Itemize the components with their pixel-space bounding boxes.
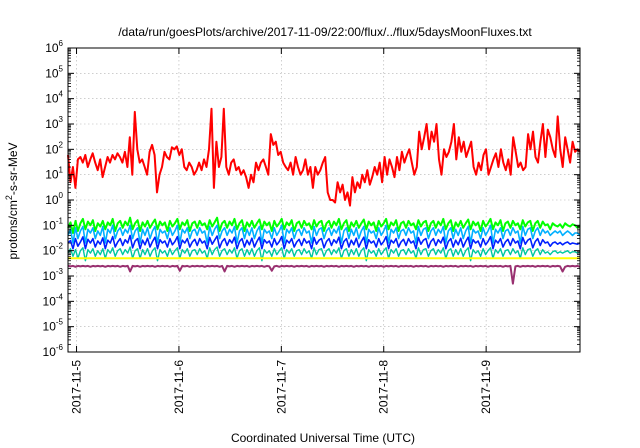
y-tick-exponent: -2 — [56, 242, 64, 251]
y-tick-label: 105 — [45, 64, 63, 80]
y-tick-exponent: -6 — [56, 343, 64, 352]
y-tick-base: 10 — [43, 345, 57, 359]
y-tick-base: 10 — [43, 218, 57, 232]
series-line-4 — [67, 234, 581, 250]
y-axis-title-base: protons/cm — [6, 200, 20, 259]
y-tick-exponent: -4 — [56, 292, 64, 301]
y-tick-exponent: -1 — [56, 216, 64, 225]
series-line-2 — [67, 216, 581, 234]
y-tick-label: 10-3 — [43, 267, 64, 283]
y-tick-label: 10-1 — [43, 216, 64, 232]
y-axis-title: protons/cm2-s-sr-MeV — [4, 142, 20, 259]
x-tick-label: 2017-11-6 — [172, 360, 186, 414]
y-tick-base: 10 — [45, 168, 59, 182]
y-tick-base: 10 — [43, 269, 57, 283]
y-tick-exponent: 0 — [59, 191, 64, 200]
y-tick-exponent: 4 — [59, 90, 64, 99]
series-line-5 — [67, 246, 581, 262]
y-axis-title-superscript: 2 — [4, 195, 14, 200]
y-tick-label: 10-4 — [43, 292, 64, 308]
y-tick-label: 100 — [45, 191, 63, 207]
y-axis-title-rest: -s-sr-MeV — [6, 142, 20, 195]
x-tick-label: 2017-11-5 — [70, 360, 84, 414]
y-tick-label: 103 — [45, 115, 63, 131]
y-tick-label: 10-2 — [43, 242, 64, 258]
y-tick-label: 106 — [45, 39, 63, 55]
x-tick-label: 2017-11-9 — [479, 360, 493, 414]
x-tick-label: 2017-11-8 — [377, 360, 391, 414]
y-tick-exponent: 6 — [59, 39, 64, 48]
axis-ticks — [68, 47, 580, 353]
y-tick-base: 10 — [43, 320, 57, 334]
y-tick-base: 10 — [45, 117, 59, 131]
y-tick-base: 10 — [45, 66, 59, 80]
x-tick-label: 2017-11-7 — [274, 360, 288, 414]
series-line-1 — [67, 107, 581, 207]
series-line-3 — [67, 224, 581, 244]
y-tick-base: 10 — [45, 193, 59, 207]
y-tick-label: 10-6 — [43, 343, 64, 359]
series-line-7 — [67, 264, 581, 285]
y-tick-label: 102 — [45, 140, 63, 156]
y-tick-exponent: 1 — [59, 166, 64, 175]
y-tick-label: 104 — [45, 90, 63, 106]
y-tick-base: 10 — [45, 92, 59, 106]
y-tick-exponent: 5 — [59, 64, 64, 73]
x-axis-title: Coordinated Universal Time (UTC) — [231, 431, 415, 445]
y-tick-exponent: -5 — [56, 318, 64, 327]
y-tick-base: 10 — [45, 41, 59, 55]
y-tick-base: 10 — [43, 244, 57, 258]
data-series — [67, 107, 581, 285]
y-tick-label: 10-5 — [43, 318, 64, 334]
y-tick-label: 101 — [45, 166, 63, 182]
y-tick-exponent: 2 — [59, 140, 64, 149]
y-axis-tick-labels: 10-610-510-410-310-210-11001011021031041… — [43, 39, 64, 359]
x-axis-tick-labels: 2017-11-5 2017-11-6 2017-11-7 2017-11-8 2017… — [70, 360, 494, 414]
y-tick-base: 10 — [43, 294, 57, 308]
chart-title: /data/run/goesPlots/archive/2017-11-09/2… — [118, 25, 532, 39]
y-tick-base: 10 — [45, 142, 59, 156]
y-tick-exponent: -3 — [56, 267, 64, 276]
y-tick-exponent: 3 — [59, 115, 64, 124]
grid-lines — [68, 48, 580, 352]
